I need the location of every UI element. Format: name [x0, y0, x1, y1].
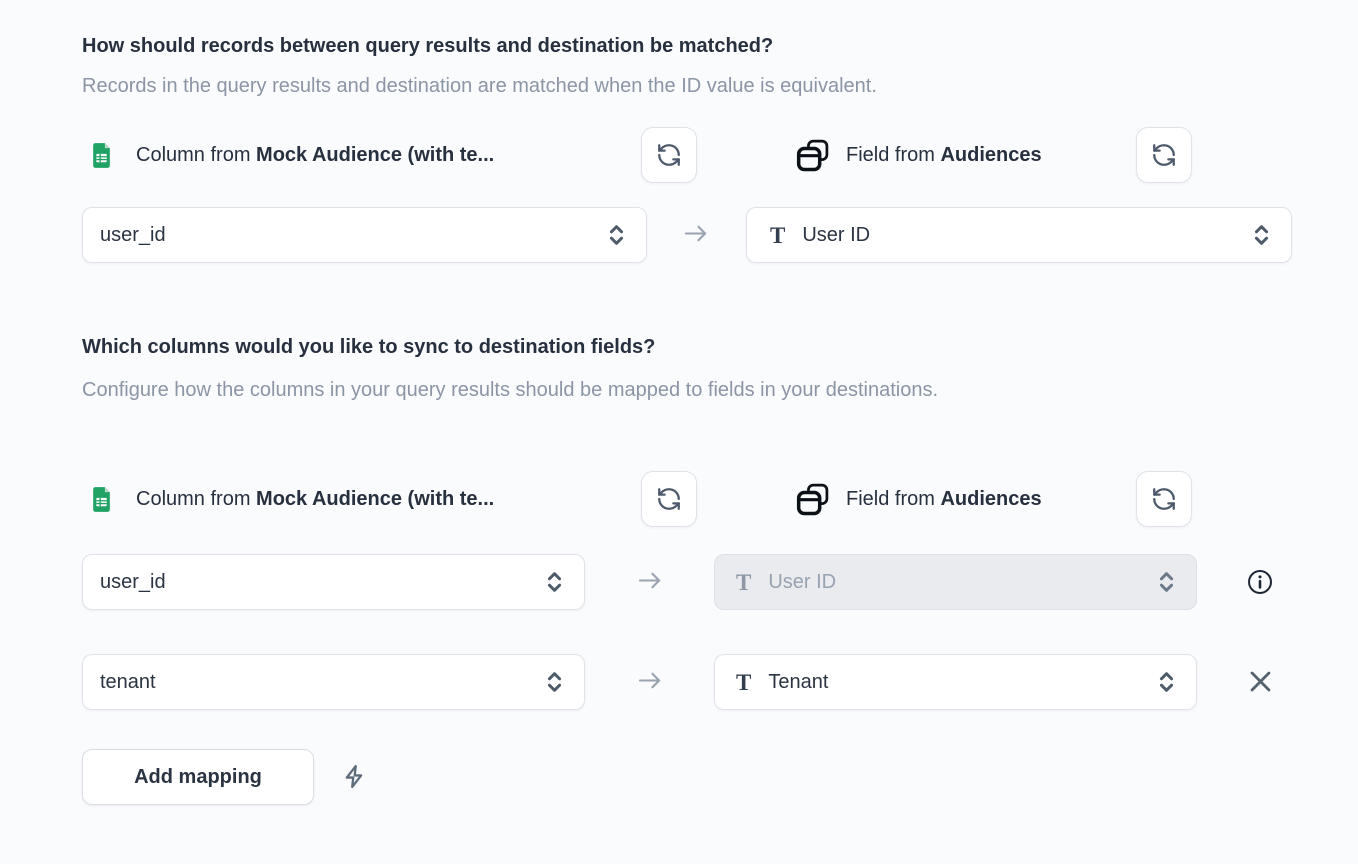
refresh-icon	[658, 488, 680, 510]
matching-destination-header: Field from Audiences	[746, 127, 1192, 183]
source-header-prefix: Column from	[136, 487, 251, 510]
refresh-icon	[658, 144, 680, 166]
mapping-info-button[interactable]	[1246, 568, 1274, 596]
sync-section-subtitle: Configure how the columns in your query …	[82, 379, 939, 401]
matching-section-title: How should records between query results…	[82, 35, 774, 57]
destination-header-prefix: Field from	[846, 143, 935, 166]
sync-source-header: Column from Mock Audience (with te...	[82, 471, 697, 527]
arrow-right-icon	[683, 222, 710, 245]
select-value: User ID	[802, 223, 871, 246]
sync-section-title: Which columns would you like to sync to …	[82, 336, 656, 358]
refresh-source-columns-button[interactable]	[641, 127, 697, 183]
source-header-prefix: Column from	[136, 143, 251, 166]
arrow-right-icon	[637, 569, 664, 592]
chevron-updown-icon	[545, 670, 564, 694]
text-type-icon: T	[736, 669, 752, 695]
matching-source-header-label: Column from Mock Audience (with te...	[136, 144, 494, 167]
refresh-source-columns-button[interactable]	[641, 471, 697, 527]
arrow-right-icon	[637, 669, 664, 692]
select-value: Tenant	[768, 670, 829, 693]
suggest-mappings-button[interactable]	[342, 763, 367, 790]
matching-source-header: Column from Mock Audience (with te...	[82, 127, 697, 183]
refresh-destination-fields-button[interactable]	[1136, 127, 1192, 183]
close-icon	[1250, 671, 1271, 692]
google-sheets-icon	[88, 486, 115, 513]
destination-header-prefix: Field from	[846, 487, 935, 510]
refresh-icon	[1153, 144, 1175, 166]
chevron-updown-icon	[545, 570, 564, 594]
add-mapping-button[interactable]: Add mapping	[82, 749, 314, 805]
destination-header-name: Audiences	[940, 487, 1042, 510]
match-source-column-select[interactable]: user_id	[82, 207, 647, 263]
mapping-destination-field-select-disabled: T User ID	[714, 554, 1197, 610]
destination-header-name: Audiences	[940, 143, 1042, 166]
add-mapping-label: Add mapping	[134, 765, 262, 788]
remove-mapping-button[interactable]	[1246, 667, 1275, 696]
refresh-destination-fields-button[interactable]	[1136, 471, 1192, 527]
mapping-destination-field-select[interactable]: T Tenant	[714, 654, 1197, 710]
lightning-icon	[345, 764, 363, 789]
sync-destination-header-label: Field from Audiences	[846, 488, 1042, 511]
select-value: tenant	[100, 670, 156, 693]
sync-destination-header: Field from Audiences	[746, 471, 1192, 527]
chevron-updown-icon	[1157, 570, 1176, 594]
select-value: user_id	[100, 223, 166, 246]
audiences-icon	[794, 137, 831, 174]
select-value: User ID	[768, 570, 837, 593]
source-header-name: Mock Audience (with te...	[256, 143, 495, 166]
info-icon	[1248, 570, 1272, 594]
mapping-source-column-select[interactable]: user_id	[82, 554, 585, 610]
select-value: user_id	[100, 570, 166, 593]
match-destination-field-select[interactable]: T User ID	[746, 207, 1292, 263]
text-type-icon: T	[770, 222, 786, 248]
chevron-updown-icon	[607, 223, 626, 247]
matching-destination-header-label: Field from Audiences	[846, 144, 1042, 167]
chevron-updown-icon	[1157, 670, 1176, 694]
matching-section-subtitle: Records in the query results and destina…	[82, 75, 877, 97]
sync-source-header-label: Column from Mock Audience (with te...	[136, 488, 494, 511]
chevron-updown-icon	[1252, 223, 1271, 247]
refresh-icon	[1153, 488, 1175, 510]
google-sheets-icon	[88, 142, 115, 169]
audiences-icon	[794, 481, 831, 518]
mapping-source-column-select[interactable]: tenant	[82, 654, 585, 710]
text-type-icon: T	[736, 569, 752, 595]
source-header-name: Mock Audience (with te...	[256, 487, 495, 510]
